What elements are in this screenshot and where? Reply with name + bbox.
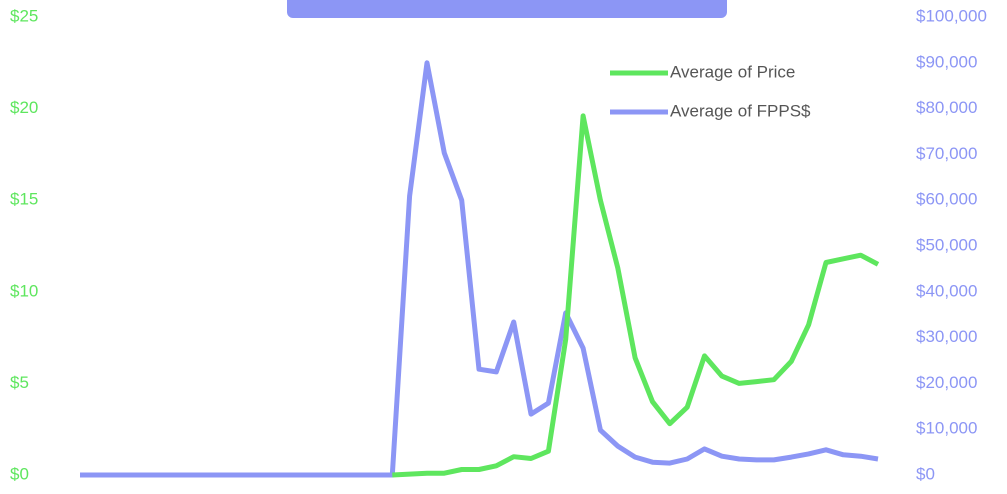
y2-tick-label: $70,000 — [916, 144, 977, 163]
y2-tick-label: $10,000 — [916, 419, 977, 438]
y2-tick-label: $30,000 — [916, 327, 977, 346]
y-tick-label: $15 — [10, 190, 38, 209]
series-line — [80, 60, 879, 478]
y-tick-label: $25 — [10, 6, 38, 25]
title-box — [287, 0, 727, 18]
y2-tick-label: $0 — [916, 464, 935, 483]
y2-tick-label: $50,000 — [916, 235, 977, 254]
y2-tick-label: $60,000 — [916, 190, 977, 209]
y-tick-label: $0 — [10, 464, 29, 483]
y2-tick-label: $40,000 — [916, 281, 977, 300]
series-line — [392, 113, 880, 478]
legend-label: Average of FPPS$ — [670, 101, 811, 120]
y2-tick-label: $100,000 — [916, 6, 987, 25]
y-tick-label: $10 — [10, 281, 38, 300]
y2-tick-label: $80,000 — [916, 98, 977, 117]
y2-tick-label: $20,000 — [916, 373, 977, 392]
y-tick-label: $5 — [10, 373, 29, 392]
y2-tick-label: $90,000 — [916, 52, 977, 71]
legend-label: Average of Price — [670, 62, 795, 81]
y-tick-label: $20 — [10, 98, 38, 117]
